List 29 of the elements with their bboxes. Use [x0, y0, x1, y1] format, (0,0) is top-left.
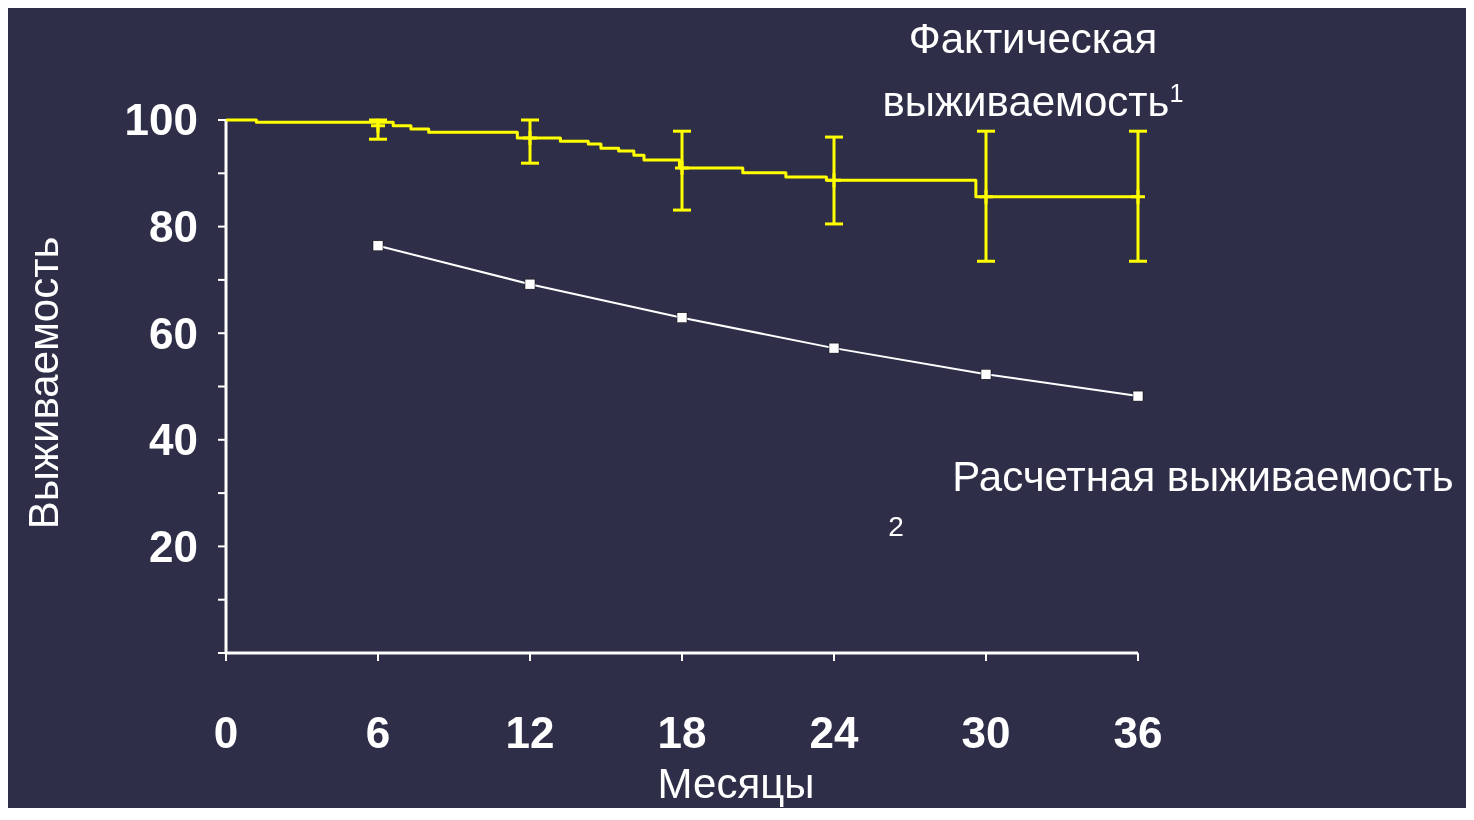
x-axis-title: Месяцы: [657, 760, 815, 807]
point: [825, 171, 843, 189]
y-tick-label: 20: [149, 521, 198, 571]
x-tick-label: 6: [365, 708, 391, 758]
point: [524, 278, 536, 290]
x-tick-label: 36: [1113, 708, 1163, 758]
annotation: Фактическая выживаемость$^{1}$: [882, 15, 1184, 125]
point: [676, 312, 688, 323]
annotation: 2: [888, 511, 904, 542]
point: [1129, 188, 1147, 206]
point: [521, 129, 539, 147]
x-tick-label: 0: [213, 708, 239, 758]
y-axis-title: Выживаемость: [20, 236, 67, 530]
x-tick-label: 30: [961, 708, 1011, 758]
point: [369, 117, 387, 135]
y-tick-label: 60: [149, 308, 198, 358]
annotation: Расчетная выживаемость: [952, 453, 1454, 500]
point: [980, 368, 992, 380]
x-tick-label: 12: [505, 708, 555, 758]
point: [828, 342, 840, 354]
point: [1132, 390, 1144, 402]
x-tick-label: 18: [657, 708, 707, 758]
y-tick-label: 80: [149, 202, 198, 251]
y-tick-label: 100: [124, 95, 198, 145]
x-tick-label: 24: [809, 708, 859, 758]
point: [372, 240, 384, 252]
point: [977, 188, 995, 206]
y-tick-label: 40: [149, 415, 198, 465]
point: [673, 159, 691, 177]
